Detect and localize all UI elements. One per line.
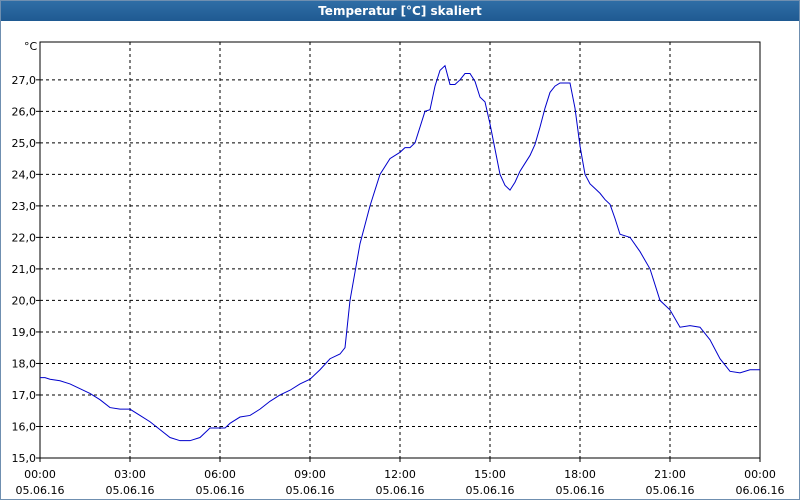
x-tick-date-label: 05.06.16: [286, 484, 335, 497]
temperature-series-line: [40, 64, 760, 442]
y-axis-tick-labels: 15,0 16,0 17,0 18,0 19,0 20,0 21,0 22,0 23,0 24,0…: [12, 74, 37, 465]
y-tick-label: 26,0: [12, 105, 37, 118]
x-tick-time-label: 18:00: [564, 468, 596, 481]
y-tick-label: 16,0: [12, 420, 37, 433]
y-tick-label: 19,0: [12, 326, 37, 339]
x-tick-date-label: 05.06.16: [556, 484, 605, 497]
y-tick-label: 24,0: [12, 168, 37, 181]
x-tick-time-label: 21:00: [654, 468, 686, 481]
x-tick-date-label: 06.06.16: [736, 484, 785, 497]
y-tick-label: 17,0: [12, 389, 37, 402]
series-layer: [40, 64, 760, 442]
y-tick-label: 18,0: [12, 357, 37, 370]
x-tick-time-label: 09:00: [294, 468, 326, 481]
x-tick-time-label: 12:00: [384, 468, 416, 481]
y-tick-label: 21,0: [12, 263, 37, 276]
x-tick-time-label: 00:00: [24, 468, 56, 481]
y-tick-label: 27,0: [12, 74, 37, 87]
x-tick-date-label: 05.06.16: [646, 484, 695, 497]
x-tick-date-label: 05.06.16: [16, 484, 65, 497]
x-tick-date-label: 05.06.16: [466, 484, 515, 497]
x-tick-time-label: 00:00: [744, 468, 776, 481]
x-axis-tick-labels: 00:00 05.06.16 03:00 05.06.16 06:00 05.06.16 0…: [16, 468, 785, 497]
window-title: Temperatur [°C] skaliert: [1, 1, 799, 21]
y-tick-label: 15,0: [12, 452, 37, 465]
x-tick-date-label: 05.06.16: [376, 484, 425, 497]
y-tick-label: 25,0: [12, 137, 37, 150]
x-tick-time-label: 15:00: [474, 468, 506, 481]
y-tick-label: 20,0: [12, 294, 37, 307]
y-tick-label: 23,0: [12, 200, 37, 213]
x-tick-time-label: 06:00: [204, 468, 236, 481]
x-tick-date-label: 05.06.16: [106, 484, 155, 497]
y-tick-label: 22,0: [12, 231, 37, 244]
plot-frame: [36, 41, 761, 462]
x-tick-time-label: 03:00: [114, 468, 146, 481]
y-axis-unit-label: °C: [24, 40, 38, 53]
plot-border: [39, 41, 761, 459]
x-tick-date-label: 05.06.16: [196, 484, 245, 497]
grid-lines: [39, 42, 761, 459]
